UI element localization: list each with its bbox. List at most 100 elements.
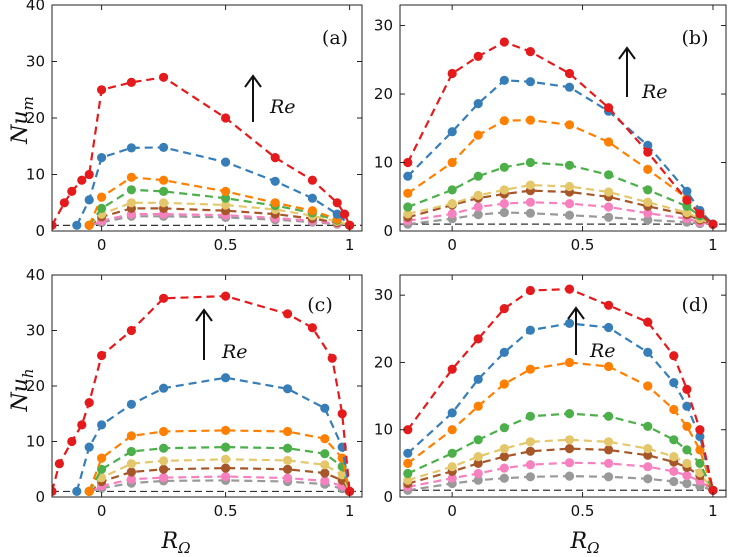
- data-point: [126, 143, 136, 153]
- data-point: [499, 452, 509, 462]
- data-point: [643, 421, 653, 431]
- data-point: [643, 381, 653, 391]
- data-point: [126, 185, 136, 195]
- data-point: [499, 37, 509, 47]
- series-group: [52, 291, 355, 496]
- data-point: [97, 420, 107, 430]
- x-tick-label: 1: [345, 502, 355, 520]
- x-tick-label: 0: [97, 236, 107, 254]
- data-point: [604, 472, 614, 482]
- y-tick-label: 40: [26, 266, 45, 284]
- data-point: [447, 209, 457, 219]
- data-point: [447, 185, 457, 195]
- data-point: [97, 350, 107, 361]
- y-tick-label: 20: [26, 377, 45, 395]
- data-point: [307, 175, 317, 185]
- data-point: [221, 200, 231, 210]
- data-point: [604, 300, 614, 310]
- axes-frame: [399, 4, 727, 232]
- data-point: [643, 450, 653, 460]
- data-point: [682, 384, 692, 394]
- data-point: [72, 486, 82, 496]
- data-point: [320, 434, 330, 444]
- data-point: [67, 186, 77, 196]
- data-point: [499, 473, 509, 483]
- data-point: [643, 185, 653, 195]
- data-point: [499, 379, 509, 389]
- x-axis-label-left: RΩ: [160, 529, 190, 557]
- y-tick-label: 20: [26, 109, 45, 127]
- data-point: [473, 99, 483, 109]
- data-point: [447, 157, 457, 168]
- re-annotation: Re: [641, 81, 668, 103]
- data-point: [604, 322, 614, 333]
- data-point: [270, 198, 280, 208]
- data-point: [84, 486, 94, 496]
- data-point: [447, 199, 457, 209]
- data-point: [221, 454, 231, 464]
- data-point: [564, 444, 575, 454]
- series-group: [403, 37, 718, 229]
- data-point: [499, 347, 509, 357]
- data-point: [345, 220, 355, 230]
- series-group: [403, 284, 718, 495]
- data-point: [221, 442, 231, 452]
- data-point: [307, 206, 317, 216]
- y-tick-label: 20: [374, 353, 393, 371]
- data-point: [59, 198, 69, 208]
- data-point: [159, 293, 169, 303]
- data-point: [564, 181, 575, 192]
- data-point: [403, 209, 413, 219]
- data-point: [97, 85, 107, 95]
- data-point: [283, 455, 293, 465]
- arrow-head-icon: [195, 308, 213, 322]
- panel-label: (a): [322, 27, 348, 49]
- data-point: [564, 82, 575, 92]
- data-point: [682, 458, 692, 468]
- data-point: [604, 137, 614, 147]
- data-point: [327, 353, 337, 363]
- data-point: [473, 468, 483, 479]
- data-point: [221, 113, 231, 123]
- data-point: [159, 198, 169, 208]
- series-line-3: [88, 466, 351, 493]
- data-point: [604, 437, 614, 447]
- data-point: [447, 462, 457, 472]
- data-point: [643, 347, 653, 357]
- data-point: [564, 210, 575, 220]
- data-point: [669, 466, 679, 476]
- data-point: [126, 172, 136, 182]
- data-point: [564, 160, 575, 170]
- data-point: [403, 425, 413, 435]
- data-point: [447, 68, 457, 79]
- data-point: [525, 325, 536, 335]
- data-point: [525, 472, 536, 482]
- y-axis-label-top-subscript: m: [19, 96, 37, 110]
- data-point: [97, 453, 107, 463]
- data-point: [473, 475, 483, 485]
- data-point: [159, 186, 169, 196]
- data-point: [525, 208, 536, 218]
- data-point: [283, 443, 293, 453]
- y-tick-label: 0: [383, 222, 393, 240]
- series-line-2: [88, 475, 351, 493]
- data-point: [403, 468, 413, 479]
- data-point: [52, 220, 57, 230]
- data-point: [604, 445, 614, 455]
- data-point: [126, 77, 136, 87]
- re-annotation: Re: [269, 96, 296, 118]
- data-point: [695, 431, 705, 442]
- data-point: [525, 77, 536, 87]
- data-point: [643, 317, 653, 327]
- data-point: [564, 199, 575, 209]
- data-point: [403, 157, 413, 168]
- x-tick-label: 0.5: [214, 236, 238, 254]
- data-point: [221, 186, 231, 196]
- data-point: [84, 195, 94, 205]
- data-point: [564, 471, 575, 481]
- data-point: [126, 198, 136, 208]
- data-point: [499, 162, 509, 172]
- y-axis-label-bottom-subscript: h: [19, 368, 37, 378]
